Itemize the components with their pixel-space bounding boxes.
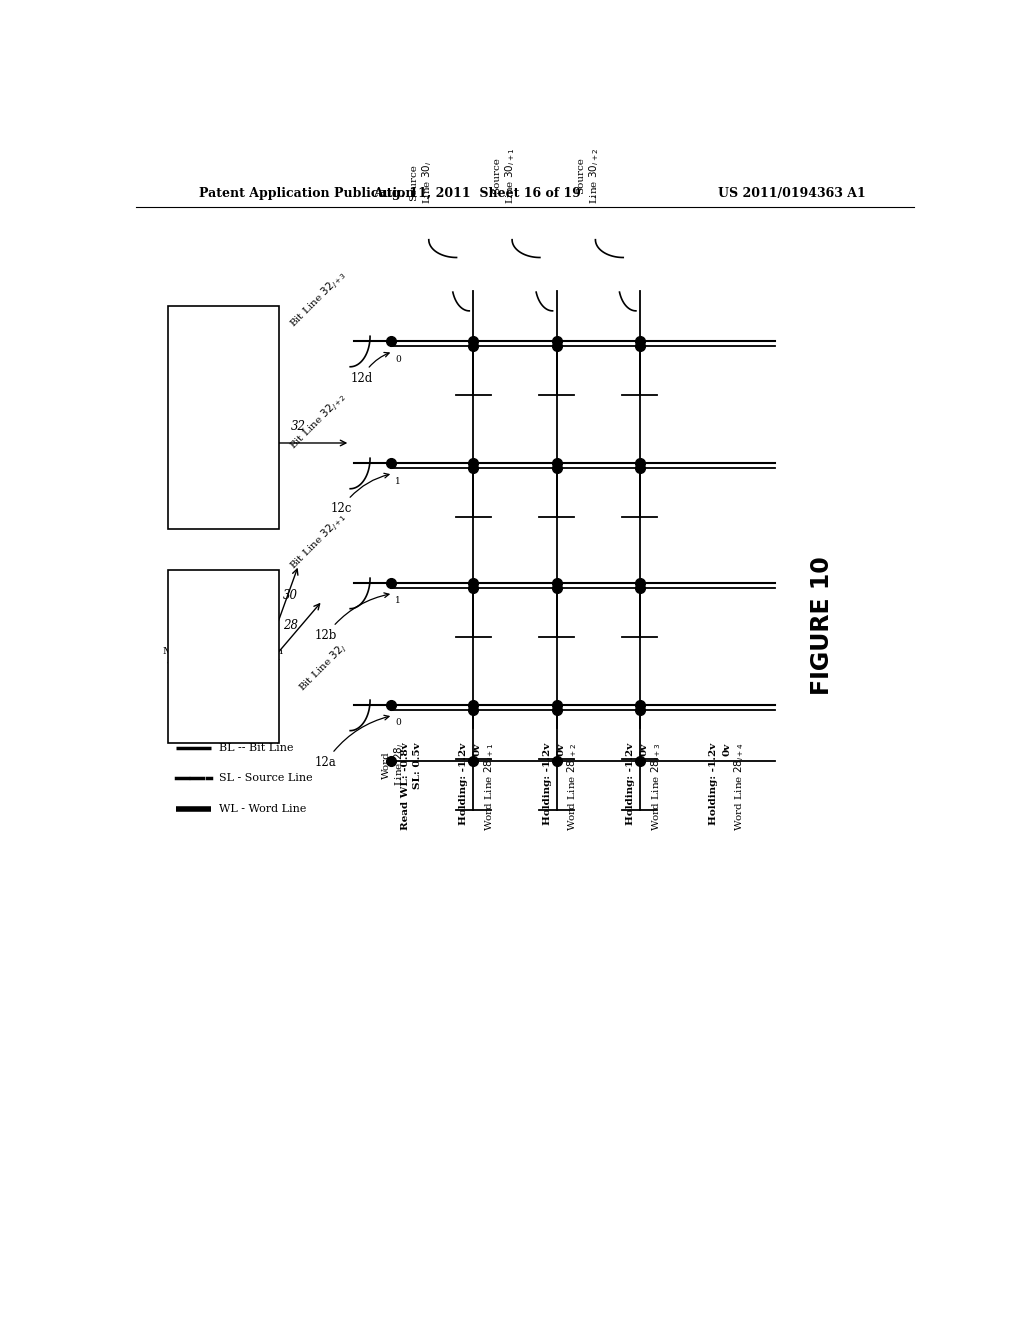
Text: Holding: -1.2v: Holding: -1.2v xyxy=(710,743,718,825)
Text: Bit Line $32_{j+1}$: Bit Line $32_{j+1}$ xyxy=(287,510,350,573)
Text: 12c: 12c xyxy=(331,474,389,515)
Text: Source
Line $30_i$: Source Line $30_i$ xyxy=(410,161,434,205)
Text: Patent Application Publication: Patent Application Publication xyxy=(200,187,415,199)
FancyBboxPatch shape xyxy=(168,570,279,743)
Text: FIGURE 10: FIGURE 10 xyxy=(810,557,835,696)
Text: Holding: -1.2v: Holding: -1.2v xyxy=(459,743,468,825)
Text: 12d: 12d xyxy=(350,352,389,385)
Text: Bit Line $32_{j+2}$: Bit Line $32_{j+2}$ xyxy=(287,391,350,453)
Text: 0v: 0v xyxy=(639,743,648,756)
Text: Data Write and Sense Circuitry: Data Write and Sense Circuitry xyxy=(219,335,227,500)
Text: WL - Word Line: WL - Word Line xyxy=(219,804,306,814)
Text: 30: 30 xyxy=(283,589,298,602)
Text: 1: 1 xyxy=(395,477,401,486)
Text: US 2011/0194363 A1: US 2011/0194363 A1 xyxy=(718,187,866,199)
Text: Word Line $28_{i+3}$: Word Line $28_{i+3}$ xyxy=(649,743,663,832)
Text: 0v: 0v xyxy=(473,743,481,756)
Text: 0v: 0v xyxy=(556,743,565,756)
Text: SL: 0.5v: SL: 0.5v xyxy=(413,743,422,789)
Text: Source
Line $30_{i+1}$: Source Line $30_{i+1}$ xyxy=(493,148,517,205)
Text: Holding: -1.2v: Holding: -1.2v xyxy=(543,743,552,825)
Text: Bit Line $32_{j+3}$: Bit Line $32_{j+3}$ xyxy=(287,268,350,331)
Text: BL -- Bit Line: BL -- Bit Line xyxy=(219,743,294,752)
Text: Holding: -1.2v: Holding: -1.2v xyxy=(626,743,635,825)
Text: Aug. 11, 2011  Sheet 16 of 19: Aug. 11, 2011 Sheet 16 of 19 xyxy=(373,187,582,199)
Text: 0: 0 xyxy=(395,718,401,727)
Text: 12b: 12b xyxy=(314,593,389,642)
Text: Source
Line $30_{i+2}$: Source Line $30_{i+2}$ xyxy=(575,148,601,205)
Text: Bit Line $32_j$: Bit Line $32_j$ xyxy=(296,642,350,696)
Text: SL - Source Line: SL - Source Line xyxy=(219,774,313,783)
Text: Read WL: -0.8v: Read WL: -0.8v xyxy=(401,743,411,830)
Text: 1: 1 xyxy=(395,597,401,606)
Text: Word Line $28_{i+4}$: Word Line $28_{i+4}$ xyxy=(732,743,745,832)
Text: 32: 32 xyxy=(291,420,306,433)
Text: 0v: 0v xyxy=(723,743,732,756)
Text: 28: 28 xyxy=(283,619,298,632)
Text: 12a: 12a xyxy=(314,715,389,770)
Text: Word Line $28_{i+1}$: Word Line $28_{i+1}$ xyxy=(482,743,496,832)
Text: Memory Cell Selection
and Control Circuitry: Memory Cell Selection and Control Circui… xyxy=(163,647,284,667)
Text: Word Line $28_{i+2}$: Word Line $28_{i+2}$ xyxy=(565,743,580,832)
FancyBboxPatch shape xyxy=(168,306,279,529)
Text: 0: 0 xyxy=(395,355,401,363)
Text: Word
Line $28_i$: Word Line $28_i$ xyxy=(382,743,407,787)
